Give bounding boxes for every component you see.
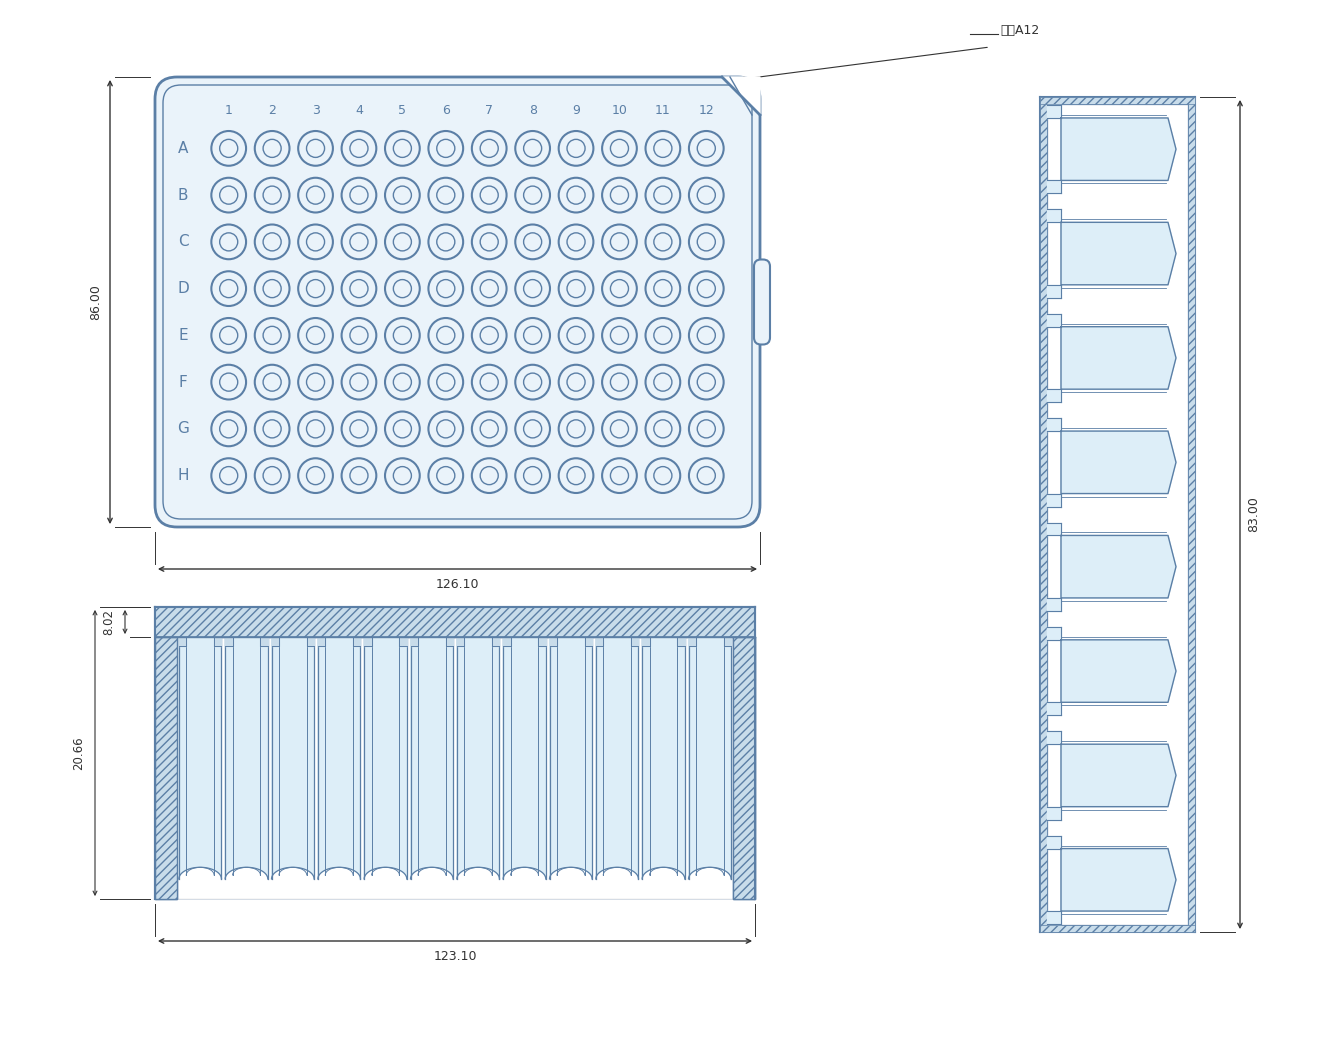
Text: 7: 7 [486,105,494,117]
Text: 11: 11 [655,105,671,117]
Text: 4: 4 [355,105,363,117]
Polygon shape [272,637,314,879]
Polygon shape [1061,118,1177,180]
Text: B: B [178,187,188,203]
Text: 8.02: 8.02 [102,609,116,634]
Bar [1040,925,1195,932]
Polygon shape [1061,327,1177,389]
Text: 83.00: 83.00 [1247,496,1260,533]
Bar [1040,97,1047,932]
Polygon shape [225,637,268,879]
Text: 126.10: 126.10 [435,579,479,592]
Polygon shape [642,637,685,879]
Text: 9: 9 [572,105,580,117]
Polygon shape [1061,431,1177,493]
Polygon shape [457,637,499,879]
Polygon shape [410,637,453,879]
Text: G: G [177,421,189,437]
Polygon shape [178,637,221,879]
Text: 2: 2 [268,105,276,117]
Polygon shape [550,637,592,879]
Bar [154,637,177,899]
Text: A: A [178,141,188,156]
Polygon shape [318,637,361,879]
Text: 8: 8 [528,105,536,117]
Polygon shape [1061,848,1177,911]
Bar [733,637,755,899]
Bar [1040,97,1195,104]
Bar [733,637,755,899]
Polygon shape [503,637,546,879]
Text: 5: 5 [398,105,406,117]
Text: 20.66: 20.66 [72,736,85,770]
Text: 10: 10 [611,105,627,117]
Bar [154,607,755,637]
Text: 12: 12 [699,105,715,117]
Text: 6: 6 [442,105,450,117]
Text: D: D [177,282,189,296]
Text: 86.00: 86.00 [89,284,102,320]
Polygon shape [688,637,731,879]
Bar [1189,97,1195,932]
Text: H: H [177,468,189,483]
Text: F: F [178,375,188,389]
FancyBboxPatch shape [154,77,760,527]
Polygon shape [365,637,407,879]
Polygon shape [721,77,760,115]
FancyBboxPatch shape [753,260,771,344]
Bar [154,637,177,899]
Text: 1: 1 [225,105,233,117]
Polygon shape [1061,535,1177,598]
Polygon shape [1061,744,1177,806]
Text: 3: 3 [311,105,319,117]
Text: 123.10: 123.10 [434,951,476,963]
Bar [154,607,755,637]
Text: 切角A12: 切角A12 [1000,24,1040,37]
Polygon shape [596,637,639,879]
Polygon shape [1061,222,1177,285]
Text: C: C [177,235,188,249]
Text: E: E [178,328,188,342]
Polygon shape [1061,640,1177,703]
